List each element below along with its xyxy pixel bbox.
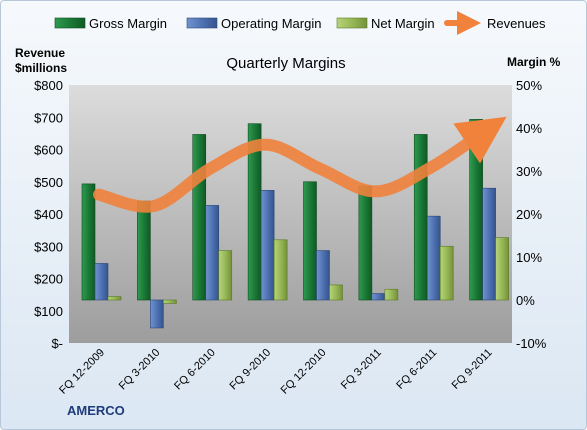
left-tick-label: $100 (34, 304, 63, 319)
left-tick-label: $400 (34, 207, 63, 222)
bar-gross-margin (137, 200, 151, 301)
bar-operating-margin (426, 215, 441, 301)
right-tick-label: 10% (516, 250, 542, 265)
right-axis-title: Margin % (507, 55, 561, 69)
legend-swatch-gross-margin (54, 17, 86, 29)
x-tick-label: FQ 12-2010 (279, 347, 329, 397)
x-tick-label: FQ 9-2011 (450, 347, 495, 392)
bar-net-margin (107, 296, 122, 301)
legend-label-revenues: Revenues (487, 16, 546, 31)
x-tick-label: FQ 6-2010 (172, 347, 218, 393)
bar-operating-margin (371, 293, 386, 301)
legend-item-gross-margin[interactable]: Gross Margin (54, 16, 167, 31)
legend-label-gross-margin: Gross Margin (89, 16, 167, 31)
chart-title: Quarterly Margins (226, 55, 345, 72)
bar-gross-margin (192, 134, 207, 301)
left-tick-label: $300 (34, 239, 63, 254)
bar-operating-margin (260, 190, 275, 301)
right-tick-label: 0% (516, 293, 535, 308)
left-tick-label: $800 (34, 78, 63, 93)
left-tick-label: $600 (34, 143, 63, 158)
legend-item-revenues[interactable]: Revenues (444, 11, 546, 35)
legend: Gross Margin Operating Margin Net Margin… (54, 11, 546, 35)
bar-operating-margin (482, 187, 496, 301)
x-tick-label: FQ 9-2010 (228, 347, 274, 393)
bar-gross-margin (358, 185, 373, 301)
x-tick-label: FQ 3-2011 (339, 347, 384, 392)
legend-swatch-operating-margin (186, 17, 218, 29)
legend-item-operating-margin[interactable]: Operating Margin (186, 16, 321, 31)
left-axis-title-line2: $millions (15, 61, 67, 75)
bar-operating-margin (94, 263, 109, 301)
left-tick-label: $200 (34, 272, 63, 287)
legend-label-net-margin: Net Margin (371, 16, 435, 31)
plot-area (69, 85, 512, 343)
left-axis-title-line1: Revenue (15, 46, 65, 60)
bar-operating-margin (316, 250, 330, 301)
x-tick-label: FQ 3-2010 (117, 347, 163, 393)
revenue-line (93, 116, 507, 213)
right-tick-label: 50% (516, 78, 542, 93)
legend-swatch-net-margin (336, 17, 368, 29)
right-tick-label: 30% (516, 164, 542, 179)
company-label: AMERCO (67, 403, 125, 418)
x-tick-label: FQ 6-2011 (394, 347, 439, 392)
left-tick-label: $- (51, 336, 63, 351)
bar-net-margin (495, 237, 509, 301)
bar-net-margin (218, 250, 233, 301)
bar-operating-margin (150, 299, 164, 329)
bar-operating-margin (205, 205, 220, 301)
left-tick-label: $500 (34, 175, 63, 190)
bar-net-margin (384, 288, 399, 301)
bar-gross-margin (81, 183, 96, 301)
right-tick-label: 20% (516, 207, 542, 222)
legend-label-operating-margin: Operating Margin (221, 16, 321, 31)
bar-gross-margin (413, 134, 428, 301)
bar-gross-margin (303, 181, 317, 301)
bar-net-margin (163, 299, 177, 304)
bar-net-margin (439, 245, 454, 301)
bar-net-margin (329, 284, 343, 301)
legend-item-net-margin[interactable]: Net Margin (336, 16, 435, 31)
x-tick-label: FQ 12-2009 (57, 347, 107, 397)
bar-net-margin (273, 239, 288, 301)
right-tick-label: -10% (516, 336, 547, 351)
left-tick-label: $700 (34, 110, 63, 125)
right-tick-label: 40% (516, 121, 542, 136)
